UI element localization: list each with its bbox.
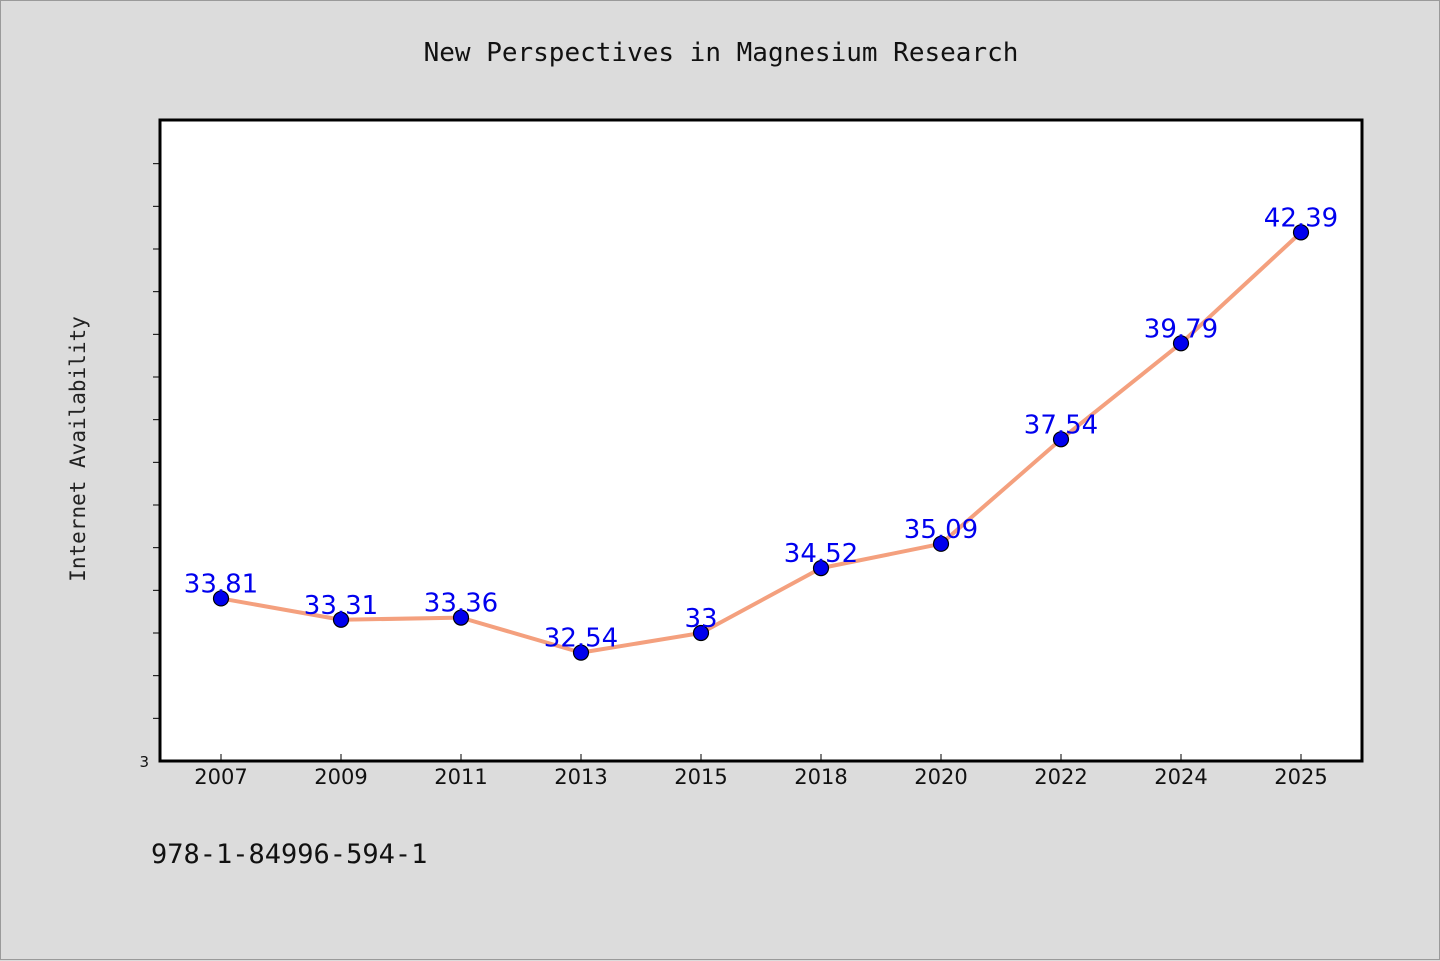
x-tick-label: 2013 [554, 765, 607, 789]
x-tick-label: 2011 [434, 765, 487, 789]
data-label: 33.36 [424, 589, 498, 619]
data-point [812, 560, 830, 577]
data-label: 35.09 [904, 515, 978, 545]
data-label: 33.31 [304, 591, 378, 621]
y-tick-label: 3 [139, 753, 149, 771]
data-label: 37.54 [1024, 410, 1098, 440]
data-label: 42.39 [1264, 203, 1338, 233]
data-label: 39.79 [1144, 314, 1218, 344]
data-point [1292, 224, 1310, 241]
data-label: 34.52 [784, 539, 858, 569]
x-tick-label: 2009 [314, 765, 367, 789]
data-point [572, 644, 590, 661]
data-markers [212, 224, 1310, 661]
data-label: 32.54 [544, 624, 618, 654]
data-label: 33.81 [184, 569, 258, 599]
series-line [220, 230, 1303, 655]
data-labels: 33.81 33.31 33.36 32.54 33 34.52 35.09 37.54 39.… [184, 203, 1338, 653]
data-point [1052, 431, 1070, 448]
plot-area [158, 118, 1364, 763]
x-tick-label: 2015 [674, 765, 727, 789]
chart-title: New Perspectives in Magnesium Research [424, 38, 1019, 68]
x-tick-label: 2018 [794, 765, 847, 789]
y-axis-ticks [153, 163, 161, 719]
data-point [932, 535, 950, 552]
data-label: 33 [684, 604, 717, 634]
data-point [1172, 335, 1190, 352]
data-point [452, 609, 470, 626]
data-point [332, 611, 350, 628]
x-tick-label: 2007 [194, 765, 247, 789]
y-axis-label: Internet Availability [66, 316, 90, 582]
x-tick-label: 2025 [1274, 765, 1327, 789]
x-tick-label: 2024 [1154, 765, 1207, 789]
data-point [692, 624, 710, 642]
x-tick-label: 2020 [914, 765, 967, 789]
data-point [212, 590, 230, 607]
x-axis: 2007 2009 2011 2013 2015 2018 2020 2022 2024 2025 [194, 754, 1328, 789]
x-tick-label: 2022 [1034, 765, 1087, 789]
isbn-footnote: 978-1-84996-594-1 [151, 839, 427, 870]
